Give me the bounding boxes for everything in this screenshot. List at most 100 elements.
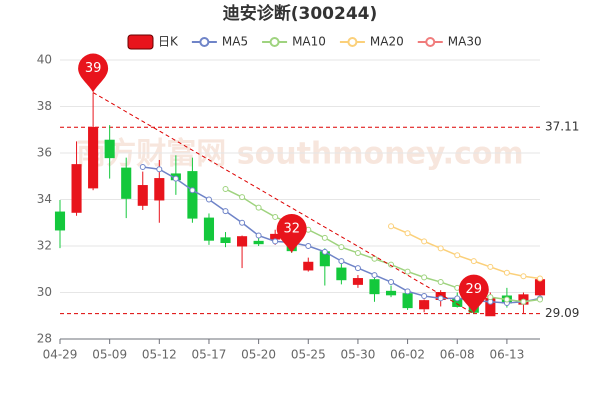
y-tick-label: 40 <box>37 53 52 67</box>
candle-body <box>54 211 66 231</box>
ma-point <box>487 263 494 270</box>
legend-symbol <box>199 37 210 47</box>
legend-label: MA5 <box>222 35 248 49</box>
ma-point <box>354 249 361 256</box>
ma-point <box>421 274 428 281</box>
ma-point <box>222 208 229 215</box>
candle-body <box>534 279 546 296</box>
candle-body <box>71 164 82 213</box>
x-tick-label: 06-13 <box>489 348 524 362</box>
ma-point <box>537 296 543 303</box>
annotation-label: 32 <box>283 221 300 236</box>
mark-line-label: 37.11 <box>545 120 579 134</box>
ma-point <box>321 234 328 241</box>
legend-label: MA10 <box>292 35 326 49</box>
ma-point <box>338 244 345 251</box>
ma-point <box>388 223 395 230</box>
ma-point <box>172 175 179 182</box>
ma-point <box>454 295 461 302</box>
annotation-label: 29 <box>466 282 483 297</box>
ma-point <box>371 255 378 262</box>
x-tick-label: 05-30 <box>340 348 375 362</box>
ma-point <box>503 296 510 303</box>
ma-point <box>139 163 146 170</box>
x-tick-label: 05-09 <box>92 348 127 362</box>
legend-symbol <box>425 37 436 47</box>
x-tick-label: 05-25 <box>291 348 326 362</box>
chart-title: 迪安诊断(300244) <box>223 3 378 24</box>
candle-body <box>121 167 132 199</box>
legend-label: MA30 <box>448 35 482 49</box>
candle-body <box>187 171 198 219</box>
y-tick-label: 30 <box>37 285 52 299</box>
candle-body <box>237 236 248 247</box>
y-tick-label: 38 <box>37 99 52 113</box>
ma-point <box>404 268 411 275</box>
ma-point <box>189 187 196 194</box>
candle-body <box>88 126 99 189</box>
mark-line-label: 29.09 <box>545 306 579 320</box>
ma-point <box>421 238 428 245</box>
ma-point <box>222 186 229 193</box>
ma-point <box>487 294 494 301</box>
ma-point <box>272 213 279 220</box>
ma-point <box>205 196 212 203</box>
ma-point <box>454 252 461 259</box>
candle-body <box>203 217 215 241</box>
ma-point <box>388 279 395 286</box>
legend-label: 日K <box>158 35 179 49</box>
annotation-pin <box>276 213 307 253</box>
ma-point <box>321 248 328 255</box>
ma-point <box>503 269 510 276</box>
ma-point <box>156 166 163 173</box>
x-tick-label: 05-20 <box>241 348 276 362</box>
ma-point <box>338 258 345 265</box>
ma-point <box>239 194 246 201</box>
candle-body <box>402 293 413 309</box>
candle-body <box>352 278 363 285</box>
y-tick-label: 28 <box>37 332 52 346</box>
x-tick-label: 06-02 <box>390 348 425 362</box>
candle-body <box>385 290 397 296</box>
candle-body <box>303 261 314 271</box>
x-tick-label: 04-29 <box>43 348 78 362</box>
candle-body <box>154 178 165 201</box>
ma-point <box>537 275 543 282</box>
ma-point <box>520 298 527 305</box>
y-tick-label: 34 <box>37 192 52 206</box>
legend-symbol <box>347 37 358 47</box>
legend-symbol <box>127 34 154 50</box>
ma-point <box>421 292 428 299</box>
x-tick-label: 06-08 <box>440 348 475 362</box>
legend-label: MA20 <box>370 35 404 49</box>
ma-point <box>520 273 527 280</box>
candle-body <box>369 279 380 295</box>
ma-point <box>437 245 444 252</box>
legend-symbol <box>269 37 280 47</box>
x-tick-label: 05-12 <box>142 348 177 362</box>
ma-point <box>239 219 246 226</box>
annotation-pin <box>78 53 109 93</box>
ma-point <box>437 279 444 286</box>
ma-point <box>305 243 312 249</box>
y-tick-label: 36 <box>37 146 52 160</box>
ma-point <box>404 230 411 237</box>
ma-point <box>371 272 378 279</box>
ma-point <box>354 265 361 272</box>
annotation-label: 39 <box>85 61 102 76</box>
candle-body <box>104 139 115 159</box>
ma-point <box>437 295 444 302</box>
y-tick-label: 32 <box>37 239 52 253</box>
ma-line <box>390 225 541 280</box>
trend-line <box>92 92 475 315</box>
candle-body <box>137 185 148 206</box>
ma-point <box>255 232 262 239</box>
ma-point <box>255 204 262 211</box>
ma-point <box>404 288 411 295</box>
ma-line <box>225 188 541 303</box>
candle-body <box>253 240 264 245</box>
annotation-pin <box>458 274 489 314</box>
ma-point <box>470 258 477 265</box>
candle-body <box>336 267 347 281</box>
